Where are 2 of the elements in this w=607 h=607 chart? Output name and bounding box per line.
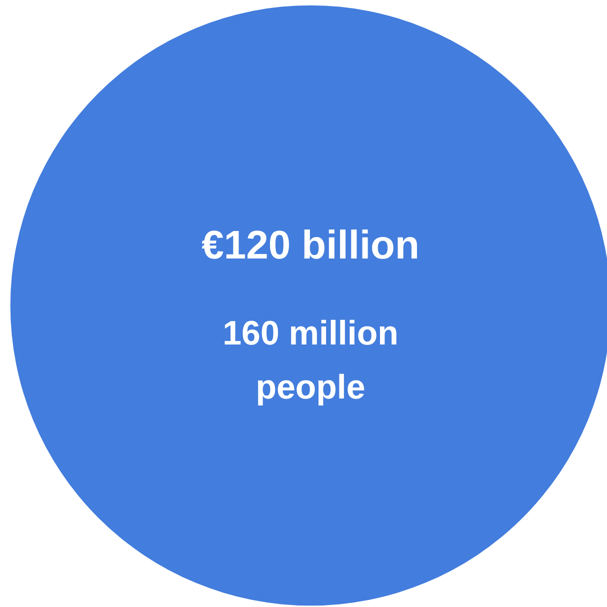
data-label: €120 billion — [202, 224, 420, 268]
category-label: 160 million people — [222, 314, 398, 406]
